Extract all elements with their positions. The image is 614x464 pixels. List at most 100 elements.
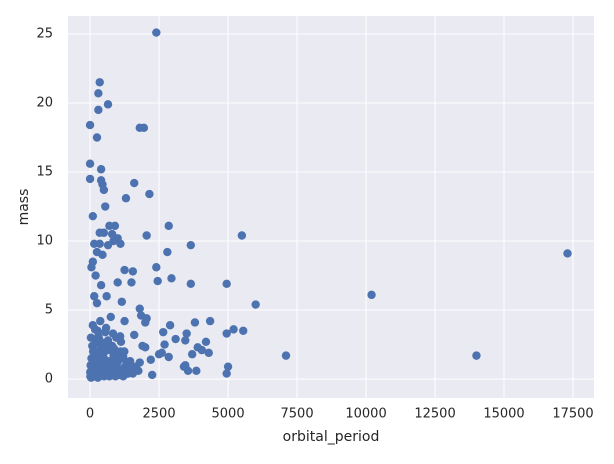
point bbox=[101, 323, 111, 333]
point bbox=[164, 352, 173, 362]
y-axis-title: mass bbox=[16, 189, 32, 226]
point bbox=[281, 351, 291, 360]
point bbox=[192, 366, 201, 376]
point bbox=[95, 78, 104, 87]
point bbox=[113, 278, 122, 287]
point bbox=[237, 231, 247, 240]
point bbox=[222, 279, 231, 289]
point bbox=[96, 316, 105, 326]
point bbox=[120, 265, 129, 275]
point bbox=[222, 329, 231, 338]
plot-background bbox=[68, 16, 594, 398]
point bbox=[121, 194, 131, 203]
point bbox=[103, 100, 113, 109]
point bbox=[165, 321, 175, 330]
point bbox=[103, 365, 112, 374]
point bbox=[229, 325, 238, 334]
point bbox=[134, 366, 143, 376]
point bbox=[152, 28, 161, 37]
x-tick-label: 17500 bbox=[552, 407, 593, 422]
point bbox=[94, 105, 103, 115]
point bbox=[147, 370, 157, 380]
point bbox=[92, 347, 101, 356]
point bbox=[99, 185, 109, 195]
point bbox=[85, 120, 95, 130]
point bbox=[146, 355, 155, 364]
y-tick-label: 0 bbox=[45, 372, 53, 387]
point bbox=[120, 316, 129, 326]
y-tick-label: 25 bbox=[36, 26, 53, 41]
point bbox=[90, 292, 99, 301]
x-tick-label: 7500 bbox=[281, 407, 314, 422]
point bbox=[187, 350, 197, 359]
point bbox=[239, 326, 248, 335]
point bbox=[142, 231, 151, 240]
point bbox=[117, 297, 127, 306]
point bbox=[153, 276, 162, 286]
point bbox=[114, 351, 123, 360]
point bbox=[157, 348, 167, 358]
point bbox=[152, 263, 161, 272]
point bbox=[120, 347, 129, 356]
point bbox=[106, 312, 115, 322]
point bbox=[367, 290, 376, 300]
point bbox=[222, 369, 231, 378]
point bbox=[160, 340, 169, 349]
point bbox=[106, 356, 116, 366]
point bbox=[563, 249, 572, 258]
point bbox=[190, 318, 200, 327]
point bbox=[182, 329, 191, 338]
point bbox=[186, 240, 196, 250]
x-tick-label: 10000 bbox=[345, 407, 386, 422]
point bbox=[135, 304, 144, 313]
point bbox=[163, 247, 172, 257]
x-tick-label: 15000 bbox=[483, 407, 524, 422]
y-tick-label: 15 bbox=[36, 165, 53, 180]
point bbox=[90, 239, 99, 248]
point bbox=[138, 341, 147, 351]
point bbox=[205, 316, 215, 326]
x-axis-title: orbital_period bbox=[283, 429, 380, 445]
point bbox=[99, 228, 109, 237]
point bbox=[181, 336, 190, 345]
point bbox=[123, 369, 133, 378]
point bbox=[93, 326, 102, 335]
point bbox=[87, 263, 96, 272]
point bbox=[186, 279, 196, 289]
point bbox=[179, 362, 189, 371]
point bbox=[127, 278, 136, 287]
y-tick-label: 20 bbox=[36, 95, 53, 110]
point bbox=[472, 351, 481, 360]
point bbox=[101, 202, 110, 211]
x-tick-label: 5000 bbox=[212, 407, 245, 422]
point bbox=[94, 89, 103, 98]
point bbox=[102, 292, 111, 301]
point bbox=[92, 298, 102, 308]
point bbox=[85, 174, 95, 184]
point bbox=[88, 211, 98, 221]
point bbox=[141, 318, 150, 327]
point bbox=[96, 165, 106, 174]
point bbox=[130, 330, 139, 340]
point bbox=[91, 358, 100, 367]
y-tick-label: 10 bbox=[36, 234, 53, 249]
point bbox=[201, 337, 211, 347]
point bbox=[251, 300, 260, 309]
point bbox=[164, 221, 173, 231]
point bbox=[145, 189, 154, 199]
point bbox=[91, 271, 100, 280]
point bbox=[115, 332, 125, 341]
point bbox=[92, 247, 102, 257]
point bbox=[223, 362, 233, 371]
point bbox=[171, 334, 180, 344]
point bbox=[128, 267, 138, 276]
y-tick-label: 5 bbox=[45, 303, 53, 318]
x-tick-label: 0 bbox=[86, 407, 94, 422]
point bbox=[110, 221, 120, 231]
point bbox=[139, 123, 149, 133]
point bbox=[159, 327, 168, 337]
point bbox=[86, 333, 96, 342]
point bbox=[204, 348, 213, 358]
